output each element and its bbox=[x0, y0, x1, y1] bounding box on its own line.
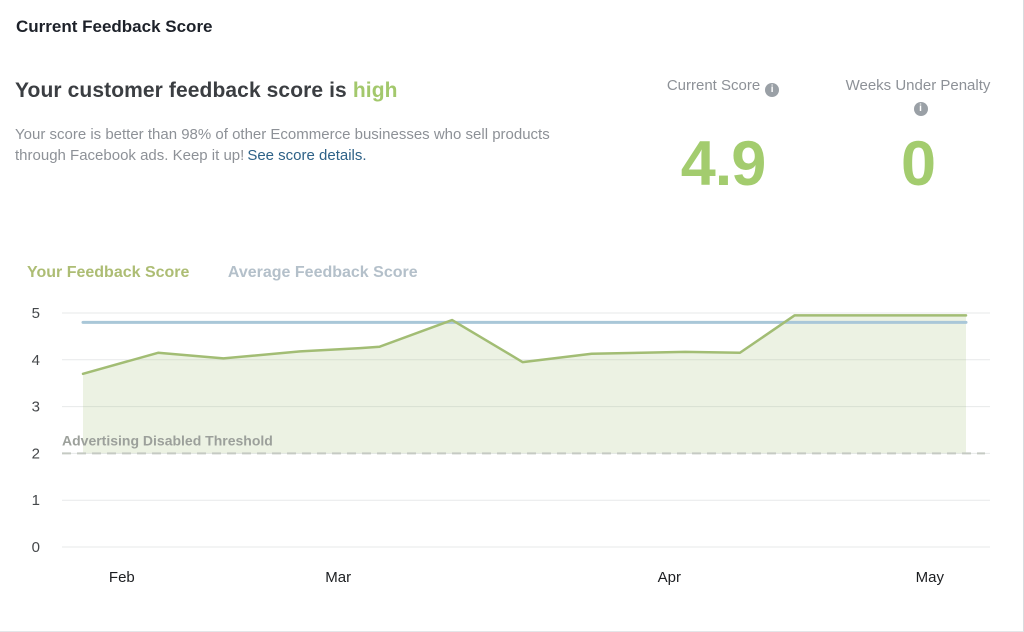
legend-your-feedback-score[interactable]: Your Feedback Score bbox=[27, 264, 190, 281]
series-line-your-feedback-score bbox=[81, 314, 968, 376]
weeks-under-penalty-stat: Weeks Under Penalty i 0 bbox=[833, 76, 1003, 196]
y-tick-label-1: 1 bbox=[32, 492, 40, 509]
legend-average-feedback-score[interactable]: Average Feedback Score bbox=[227, 264, 418, 281]
current-score-value: 4.9 bbox=[680, 129, 767, 199]
threshold-label: Advertising Disabled Threshold bbox=[62, 432, 273, 448]
y-tick-label-4: 4 bbox=[32, 352, 40, 369]
chart-legend: Your Feedback Score Average Feedback Sco… bbox=[27, 264, 418, 282]
y-tick-label-5: 5 bbox=[32, 305, 40, 322]
headline-prefix: Your customer feedback score is bbox=[15, 79, 347, 102]
description-text: Your score is better than 98% of other E… bbox=[15, 126, 550, 164]
x-tick-label-apr: Apr bbox=[658, 569, 681, 586]
page-title: Current Feedback Score bbox=[16, 17, 213, 36]
score-headline: Your customer feedback score is high bbox=[15, 79, 398, 103]
score-description: Your score is better than 98% of other E… bbox=[15, 124, 587, 166]
y-tick-label-2: 2 bbox=[32, 445, 40, 462]
x-tick-label-feb: Feb bbox=[109, 569, 135, 586]
y-tick-label-0: 0 bbox=[32, 539, 40, 556]
x-tick-label-may: May bbox=[916, 569, 945, 586]
weeks-under-penalty-label: Weeks Under Penalty i bbox=[845, 77, 991, 116]
x-tick-label-mar: Mar bbox=[325, 569, 351, 586]
info-icon[interactable]: i bbox=[913, 101, 928, 116]
current-score-label: Current Score i bbox=[638, 76, 808, 118]
see-score-details-link[interactable]: See score details. bbox=[247, 147, 367, 164]
weeks-under-penalty-value: 0 bbox=[900, 129, 936, 199]
current-score-stat: Current Score i 4.9 bbox=[638, 76, 808, 196]
headline-status-high: high bbox=[352, 79, 398, 102]
y-tick-label-3: 3 bbox=[32, 399, 40, 416]
info-icon[interactable]: i bbox=[765, 82, 780, 97]
